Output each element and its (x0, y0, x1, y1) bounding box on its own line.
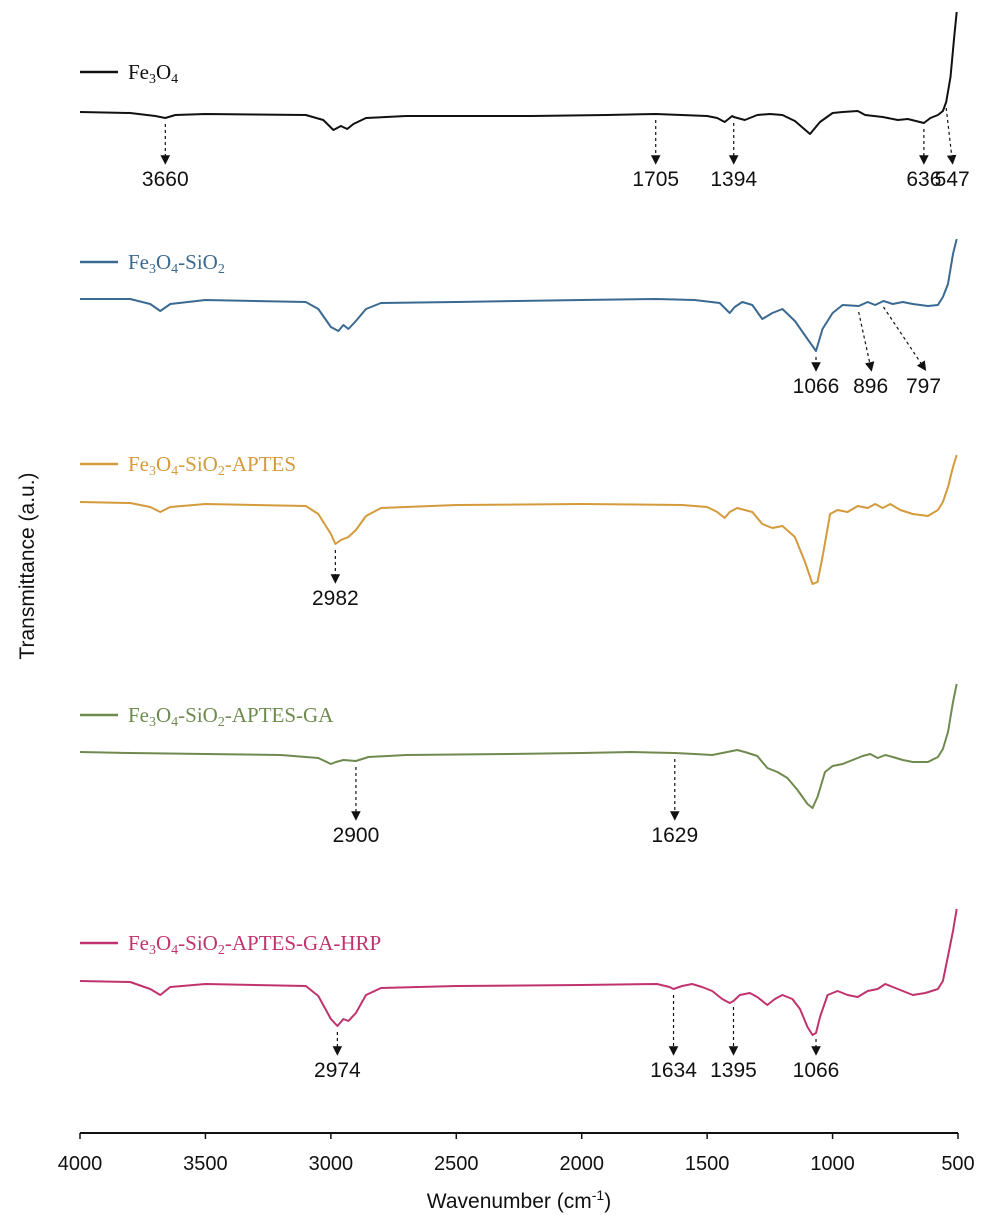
x-tick-label: 1500 (685, 1153, 730, 1175)
x-tick-label: 3500 (183, 1153, 228, 1175)
legend-label-1: Fe3O4 (128, 60, 178, 87)
legend-label-3: Fe3O4-SiO2-APTES (128, 452, 296, 479)
legend-label-4: Fe3O4-SiO2-APTES-GA (128, 703, 334, 730)
peak-label: 2900 (333, 824, 380, 847)
x-tick-label: 4000 (58, 1153, 103, 1175)
peak-label: 1634 (650, 1059, 697, 1082)
x-tick-label: 2000 (559, 1153, 604, 1175)
peak-arrow (882, 306, 927, 371)
series-line-4 (79, 683, 958, 809)
y-axis-title: Transmittance (a.u.) (16, 472, 39, 659)
legend-label-2: Fe3O4-SiO2 (128, 250, 225, 277)
peak-label: 1705 (632, 168, 679, 191)
peak-label: 2982 (312, 587, 359, 610)
series-line-1 (79, 11, 958, 135)
series-line-3 (79, 454, 958, 585)
x-tick-label: 2500 (434, 1153, 479, 1175)
peak-label: 2974 (314, 1059, 361, 1082)
x-tick-label: 500 (941, 1153, 974, 1175)
peak-arrow (858, 311, 875, 372)
peak-label: 1066 (793, 375, 840, 398)
peak-label: 1395 (710, 1059, 757, 1082)
peak-label: 896 (853, 375, 888, 398)
peak-label: 1066 (793, 1059, 840, 1082)
series-line-5 (79, 908, 958, 1036)
x-tick-label: 3000 (309, 1153, 354, 1175)
peak-label: 547 (935, 168, 970, 191)
x-tick-layer: 4000 3500 3000 2500 2000 1500 1000 500 (58, 1133, 975, 1175)
x-axis: 4000 3500 3000 2500 2000 1500 1000 500 (58, 1132, 975, 1175)
series-line-2 (80, 238, 958, 352)
x-tick-label: 1000 (810, 1153, 855, 1175)
peak-label: 1394 (710, 168, 757, 191)
x-axis-title-superscript: -1 (592, 1187, 605, 1203)
legend-label-5: Fe3O4-SiO2-APTES-GA-HRP (128, 931, 381, 958)
legend-layer: Fe3O4 Fe3O4-SiO2 Fe3O4-SiO2-APTES Fe3O4-SiO… (80, 60, 381, 958)
x-axis-title: Wavenumber (cm-1) (427, 1187, 611, 1213)
peak-label: 3660 (142, 168, 189, 191)
peak-label: 636 (906, 168, 941, 191)
peak-label: 1629 (651, 824, 698, 847)
peak-label: 797 (906, 375, 941, 398)
series-layer (79, 11, 958, 1036)
peak-arrow (945, 107, 957, 165)
